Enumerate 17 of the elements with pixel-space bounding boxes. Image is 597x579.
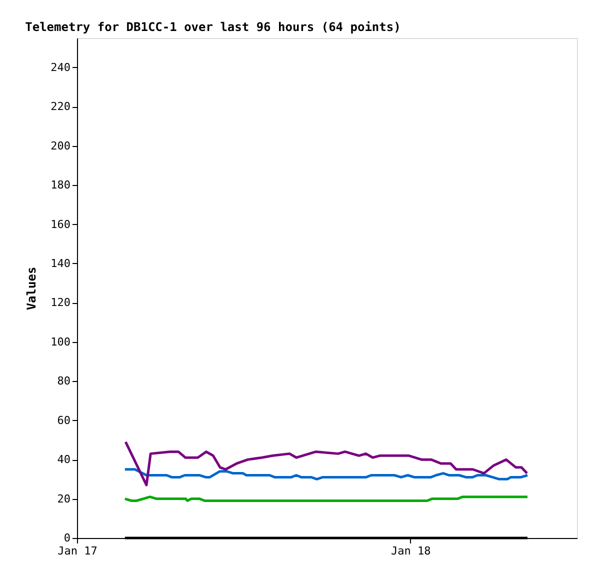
x-tick-label: Jan 18 bbox=[390, 544, 431, 558]
y-tick-label: 180 bbox=[50, 178, 70, 192]
y-tick-label: 220 bbox=[50, 100, 70, 114]
y-tick-label: 120 bbox=[50, 296, 70, 310]
y-tick-label: 140 bbox=[50, 256, 70, 270]
y-tick-label: 60 bbox=[57, 414, 70, 427]
y-tick-label: 80 bbox=[57, 374, 70, 388]
y-tick-label: 20 bbox=[57, 492, 70, 506]
y-axis-title: Values bbox=[24, 266, 39, 310]
y-tick-label: 0 bbox=[64, 532, 70, 544]
x-tick-label: Jan 17 bbox=[58, 544, 98, 558]
y-tick-label: 240 bbox=[50, 60, 70, 74]
y-tick-label: 40 bbox=[57, 453, 70, 466]
y-tick-label: 100 bbox=[50, 335, 70, 348]
y-tick-label: 160 bbox=[50, 218, 70, 231]
y-tick-label: 200 bbox=[50, 139, 70, 152]
chart-title: Telemetry for DB1CC-1 over last 96 hours (64 points) bbox=[25, 20, 401, 34]
